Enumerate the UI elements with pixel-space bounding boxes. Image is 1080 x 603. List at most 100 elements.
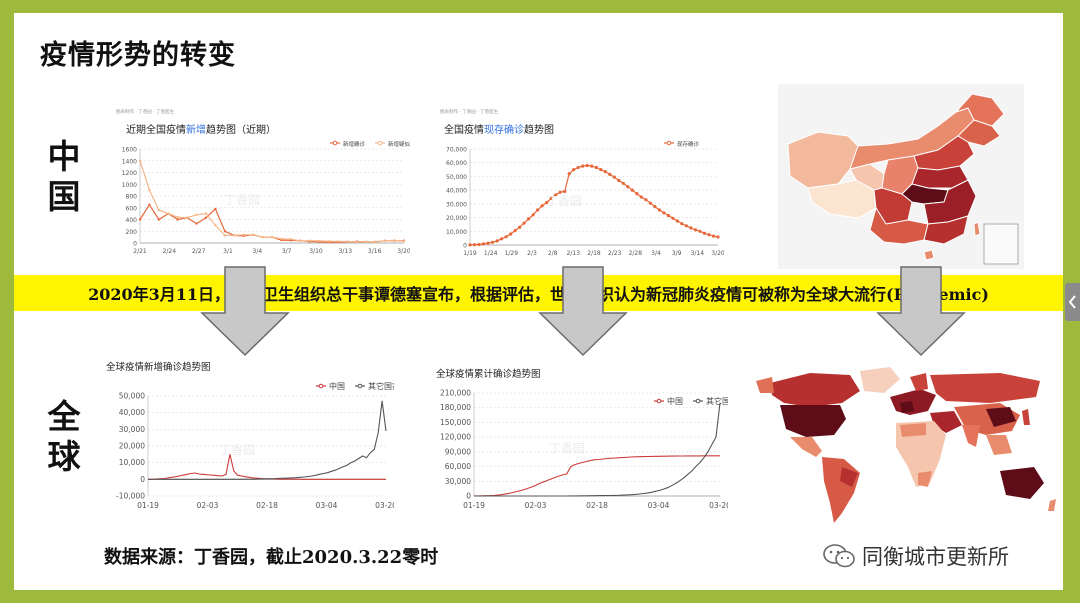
legend-label: 其它国家: [706, 396, 728, 406]
brand-signature: 同衡城市更新所: [822, 541, 1009, 571]
side-panel-handle[interactable]: [1065, 283, 1080, 321]
data-point: [617, 178, 621, 183]
y-tick-label: 70,000: [446, 147, 467, 154]
data-point: [214, 207, 217, 211]
data-point: [270, 235, 274, 239]
data-point: [308, 239, 311, 242]
data-point: [374, 240, 377, 244]
legend-label: 中国: [329, 381, 345, 391]
x-tick-label: 3/1: [223, 248, 233, 255]
legend-marker: [318, 383, 324, 389]
data-point: [522, 221, 526, 225]
y-tick-label: 90,000: [445, 447, 471, 456]
data-point: [698, 229, 702, 233]
banner-text: 2020年3月11日，世界卫生组织总干事谭德塞宣布，根据评估，世卫组织认为新冠肺…: [88, 285, 989, 304]
data-point: [486, 241, 490, 245]
data-point: [402, 240, 406, 243]
data-point: [653, 205, 657, 209]
y-tick-label: 1600: [122, 147, 137, 154]
series-line-1: [474, 455, 720, 497]
wechat-icon: [823, 544, 855, 568]
y-tick-label: 800: [126, 194, 138, 201]
data-point: [509, 232, 513, 236]
x-tick-label: 3/20: [711, 250, 724, 257]
down-arrow-icon: [538, 266, 628, 357]
data-point: [242, 233, 245, 236]
data-point: [223, 234, 227, 237]
data-point: [657, 208, 661, 212]
x-tick-label: 3/14: [691, 250, 705, 257]
data-point: [138, 159, 142, 162]
data-point: [626, 185, 630, 189]
x-tick-label: 03-04: [648, 501, 670, 510]
y-tick-label: 1400: [122, 158, 137, 165]
data-point: [513, 229, 517, 233]
x-tick-label: 1/19: [463, 250, 477, 257]
data-point: [214, 224, 217, 227]
chart-title: 全国疫情现存确诊趋势图: [444, 123, 554, 136]
data-point: [176, 218, 179, 221]
data-point: [711, 234, 716, 238]
data-point: [567, 172, 571, 176]
chart-title-part: 全国疫情: [444, 123, 484, 136]
y-tick-label: 180,000: [440, 403, 471, 412]
slide: 疫情形势的转变 中国 全球 图表制作 · 丁香园 · 丁香医生 近期全国疫情新增趋…: [14, 13, 1063, 590]
legend-marker: [332, 140, 338, 146]
data-point: [355, 240, 359, 243]
data-point: [157, 208, 161, 212]
x-tick-label: 3/10: [309, 248, 323, 255]
data-point: [675, 219, 679, 223]
legend-label: 现存确诊: [677, 140, 700, 148]
x-tick-label: 02-18: [256, 501, 278, 510]
x-tick-label: 3/4: [651, 250, 661, 257]
data-point: [233, 234, 236, 237]
data-point: [148, 203, 151, 206]
x-tick-label: 2/28: [629, 250, 643, 257]
legend-marker: [357, 383, 363, 389]
legend-label: 中国: [667, 396, 683, 406]
data-point: [621, 181, 625, 185]
data-point: [383, 239, 387, 242]
data-point: [472, 243, 477, 247]
series-line-1: [469, 164, 719, 246]
data-point: [603, 170, 607, 174]
data-point: [671, 216, 675, 220]
data-point: [477, 242, 481, 247]
legend-marker: [666, 140, 672, 146]
watermark-text: 丁香园: [219, 443, 255, 457]
data-point: [554, 193, 558, 197]
y-tick-label: 30,000: [446, 201, 467, 208]
data-point: [148, 188, 151, 192]
x-tick-label: 1/24: [484, 250, 498, 257]
chart-credit: 图表制作 · 丁香园 · 丁香医生: [116, 108, 175, 115]
data-point: [289, 238, 293, 241]
chevron-left-icon: [1068, 295, 1076, 309]
down-arrow-icon: [200, 266, 290, 357]
data-point: [639, 195, 643, 199]
chart-title: 全球疫情累计确诊趋势图: [436, 368, 541, 380]
y-tick-label: 200: [126, 229, 138, 236]
y-tick-label: 1200: [122, 170, 137, 177]
x-tick-label: 02-03: [197, 501, 219, 510]
x-tick-label: 3/13: [339, 248, 353, 255]
data-point: [693, 228, 698, 232]
data-point: [594, 165, 598, 170]
china-current-cases-chart: 图表制作 · 丁香园 · 丁香医生全国疫情现存确诊趋势图现存确诊010,0002…: [440, 108, 724, 257]
y-tick-label: 30,000: [445, 477, 471, 486]
global-label: 全球: [47, 397, 81, 476]
slide-title: 疫情形势的转变: [40, 40, 236, 71]
data-point: [500, 237, 504, 241]
x-tick-label: 01-19: [137, 501, 159, 510]
data-point: [662, 211, 666, 215]
y-tick-label: 120,000: [440, 433, 471, 442]
chart-title-part: 趋势图: [524, 123, 554, 136]
data-point: [490, 240, 495, 244]
y-tick-label: 210,000: [440, 389, 471, 398]
data-point: [481, 242, 486, 246]
legend-marker: [377, 140, 383, 146]
data-point: [336, 240, 340, 243]
x-tick-label: 03-04: [316, 501, 338, 510]
pandemic-announcement-banner: 2020年3月11日，世界卫生组织总干事谭德塞宣布，根据评估，世卫组织认为新冠肺…: [14, 275, 1063, 311]
y-tick-label: 1000: [122, 182, 137, 189]
